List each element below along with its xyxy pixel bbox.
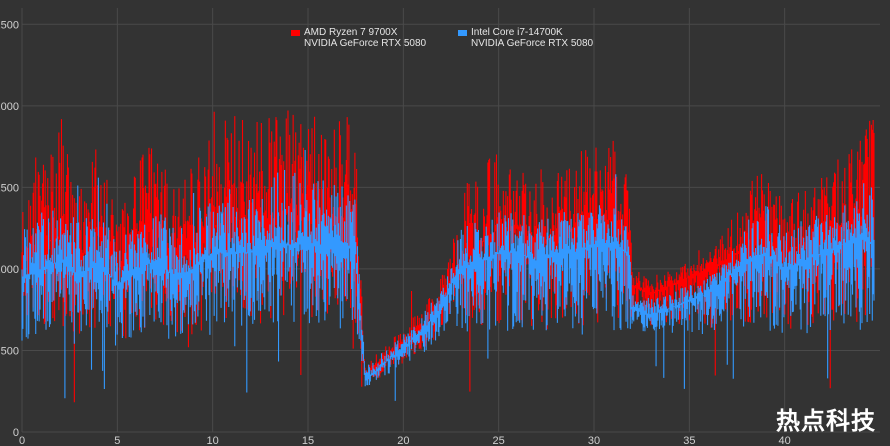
y-tick-label: 0 <box>13 427 19 439</box>
legend-swatch-amd <box>291 30 300 36</box>
legend-label-intel: Intel Core i7-14700K <box>471 27 563 38</box>
x-tick-label: 0 <box>19 435 25 446</box>
x-tick-label: 20 <box>397 435 409 446</box>
x-tick-label: 30 <box>588 435 600 446</box>
x-tick-label: 5 <box>114 435 120 446</box>
legend-sublabel-amd: NVIDIA GeForce RTX 5080 <box>304 38 427 49</box>
legend: AMD Ryzen 7 9700X NVIDIA GeForce RTX 508… <box>291 27 594 49</box>
y-tick-label: 2000 <box>0 101 19 113</box>
y-tick-label: 500 <box>1 345 19 357</box>
series-layer <box>21 110 875 403</box>
legend-label-amd: AMD Ryzen 7 9700X <box>304 27 398 38</box>
y-tick-label: 2500 <box>0 19 19 31</box>
y-tick-label: 1500 <box>0 182 19 194</box>
y-tick-label: 1000 <box>0 264 19 276</box>
x-tick-label: 10 <box>207 435 219 446</box>
legend-sublabel-intel: NVIDIA GeForce RTX 5080 <box>471 38 594 49</box>
series-1 <box>21 149 875 401</box>
axis-labels: 0 500 1000 1500 2000 2500 0 5 10 15 20 25 30 35 40 <box>0 19 791 446</box>
x-tick-label: 25 <box>493 435 505 446</box>
watermark-logo: 热点科技 <box>776 407 876 435</box>
series-trace <box>21 149 875 401</box>
x-tick-label: 40 <box>779 435 791 446</box>
x-tick-label: 15 <box>302 435 314 446</box>
x-tick-label: 35 <box>683 435 695 446</box>
legend-swatch-intel <box>458 30 467 36</box>
